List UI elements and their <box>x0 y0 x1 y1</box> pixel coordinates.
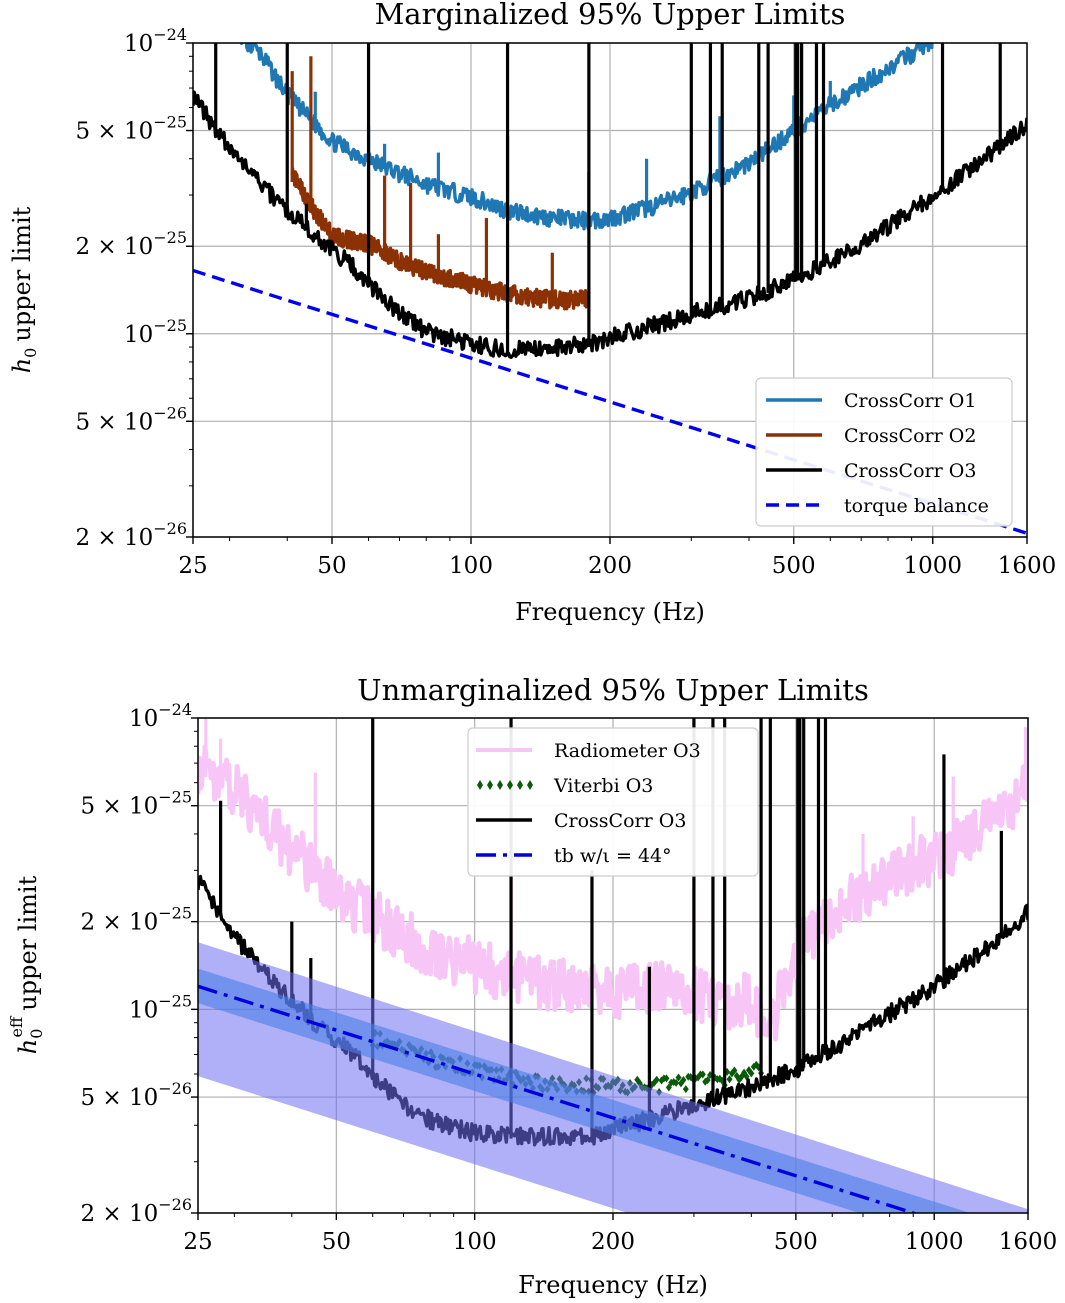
legend-label: Radiometer O3 <box>554 740 701 762</box>
legend-marker <box>527 780 533 790</box>
y-axis-label: h0effupper limit <box>7 875 46 1054</box>
series-line <box>193 90 1027 359</box>
legend-box <box>755 377 1013 527</box>
series-tb-w-44 <box>198 984 919 1213</box>
y-tick-label: 10−24 <box>129 700 192 732</box>
y-tick-label: 5 × 10−25 <box>80 788 192 820</box>
series-point <box>653 1075 660 1084</box>
x-tick-label: 25 <box>183 1229 212 1255</box>
legend-entry-viterbi-o3: Viterbi O3 <box>477 775 653 797</box>
plot-area <box>198 718 1028 1213</box>
y-tick-label: 10−25 <box>129 991 192 1023</box>
chart-bottom: Unmarginalized 95% Upper Limits 25 50 100 2… <box>7 673 1057 1299</box>
band-outer <box>198 942 1028 1213</box>
series-point <box>748 1069 755 1078</box>
y-axis-label: h0upper limit <box>8 206 40 373</box>
chart-title: Unmarginalized 95% Upper Limits <box>357 673 869 707</box>
series-point <box>680 1075 687 1084</box>
x-tick-label: 1000 <box>903 553 962 579</box>
legend-label: tb w/ι = 44° <box>554 845 672 867</box>
legend-marker <box>497 780 503 790</box>
x-tick-label: 200 <box>591 1229 635 1255</box>
series-point <box>675 1073 682 1082</box>
legend-entry-torque-balance: torque balance <box>766 495 989 517</box>
legend-box <box>467 727 759 877</box>
series-point <box>663 1074 670 1083</box>
legend-label: torque balance <box>844 495 989 517</box>
axis-ticks: 25 50 100 200 500 1000 1600 10−24 5 × 10−25 2 × 1… <box>80 700 1057 1255</box>
chart-title: Marginalized 95% Upper Limits <box>375 0 846 31</box>
legend-label: CrossCorr O1 <box>844 390 976 412</box>
y-tick-label: 5 × 10−25 <box>75 113 187 145</box>
legend-label: CrossCorr O2 <box>844 425 976 447</box>
x-tick-label: 1600 <box>998 553 1057 579</box>
x-tick-label: 500 <box>772 553 816 579</box>
x-tick-label: 100 <box>453 1229 497 1255</box>
y-tick-label: 2 × 10−26 <box>80 1195 192 1227</box>
y-tick-label: 2 × 10−25 <box>75 228 187 260</box>
x-tick-label: 50 <box>322 1229 351 1255</box>
x-tick-label: 25 <box>178 553 207 579</box>
series-line <box>198 744 1028 1042</box>
legend-entry-radiometer-o3: Radiometer O3 <box>476 740 701 762</box>
legend-marker <box>477 780 483 790</box>
y-tick-label: 5 × 10−26 <box>80 1079 192 1111</box>
x-tick-label: 1000 <box>905 1229 964 1255</box>
series-point <box>665 1083 672 1092</box>
series-line <box>198 984 919 1213</box>
legend-entry-tb-w-44: tb w/ι = 44° <box>476 845 672 867</box>
legend-entry-crosscorr-o3: CrossCorr O3 <box>476 810 686 832</box>
x-tick-label: 200 <box>588 553 632 579</box>
x-tick-label: 500 <box>774 1229 818 1255</box>
legend: CrossCorr O1 CrossCorr O2 CrossCorr O3 torq… <box>755 377 1013 527</box>
legend-entry-crosscorr-o1: CrossCorr O1 <box>766 390 976 412</box>
series-line <box>290 167 591 311</box>
series-point <box>699 1070 706 1079</box>
x-tick-label: 100 <box>449 553 493 579</box>
legend-marker <box>517 780 523 790</box>
series-point <box>682 1085 689 1094</box>
legend-label: CrossCorr O3 <box>844 460 976 482</box>
x-axis-label: Frequency (Hz) <box>518 1271 708 1299</box>
series-point <box>704 1076 711 1085</box>
x-axis-label: Frequency (Hz) <box>515 598 705 626</box>
y-tick-label: 2 × 10−26 <box>75 519 187 551</box>
x-tick-label: 50 <box>317 553 346 579</box>
series-point <box>726 1075 733 1084</box>
legend-label: Viterbi O3 <box>553 775 653 797</box>
y-tick-label: 2 × 10−25 <box>80 904 192 936</box>
y-tick-label: 10−24 <box>124 25 187 57</box>
series-point <box>673 1078 680 1087</box>
chart-top: Marginalized 95% Upper Limits 25 50 100 200… <box>8 0 1056 626</box>
band-inner <box>198 968 971 1213</box>
series-crosscorr-o3 <box>193 43 1027 359</box>
legend-marker <box>507 780 513 790</box>
series-point <box>731 1066 738 1075</box>
y-tick-label: 10−25 <box>124 316 187 348</box>
x-tick-label: 1600 <box>999 1229 1058 1255</box>
legend-entry-crosscorr-o2: CrossCorr O2 <box>766 425 976 447</box>
legend-marker <box>487 780 493 790</box>
axis-ticks: 25 50 100 200 500 1000 1600 10−24 5 × 10−25 2 × 1… <box>75 25 1056 579</box>
y-tick-label: 5 × 10−26 <box>75 403 187 435</box>
legend-entry-crosscorr-o3: CrossCorr O3 <box>766 460 976 482</box>
legend: Radiometer O3 Viterbi O3 CrossCorr O3 tb w/… <box>467 727 759 877</box>
legend-label: CrossCorr O3 <box>554 810 686 832</box>
